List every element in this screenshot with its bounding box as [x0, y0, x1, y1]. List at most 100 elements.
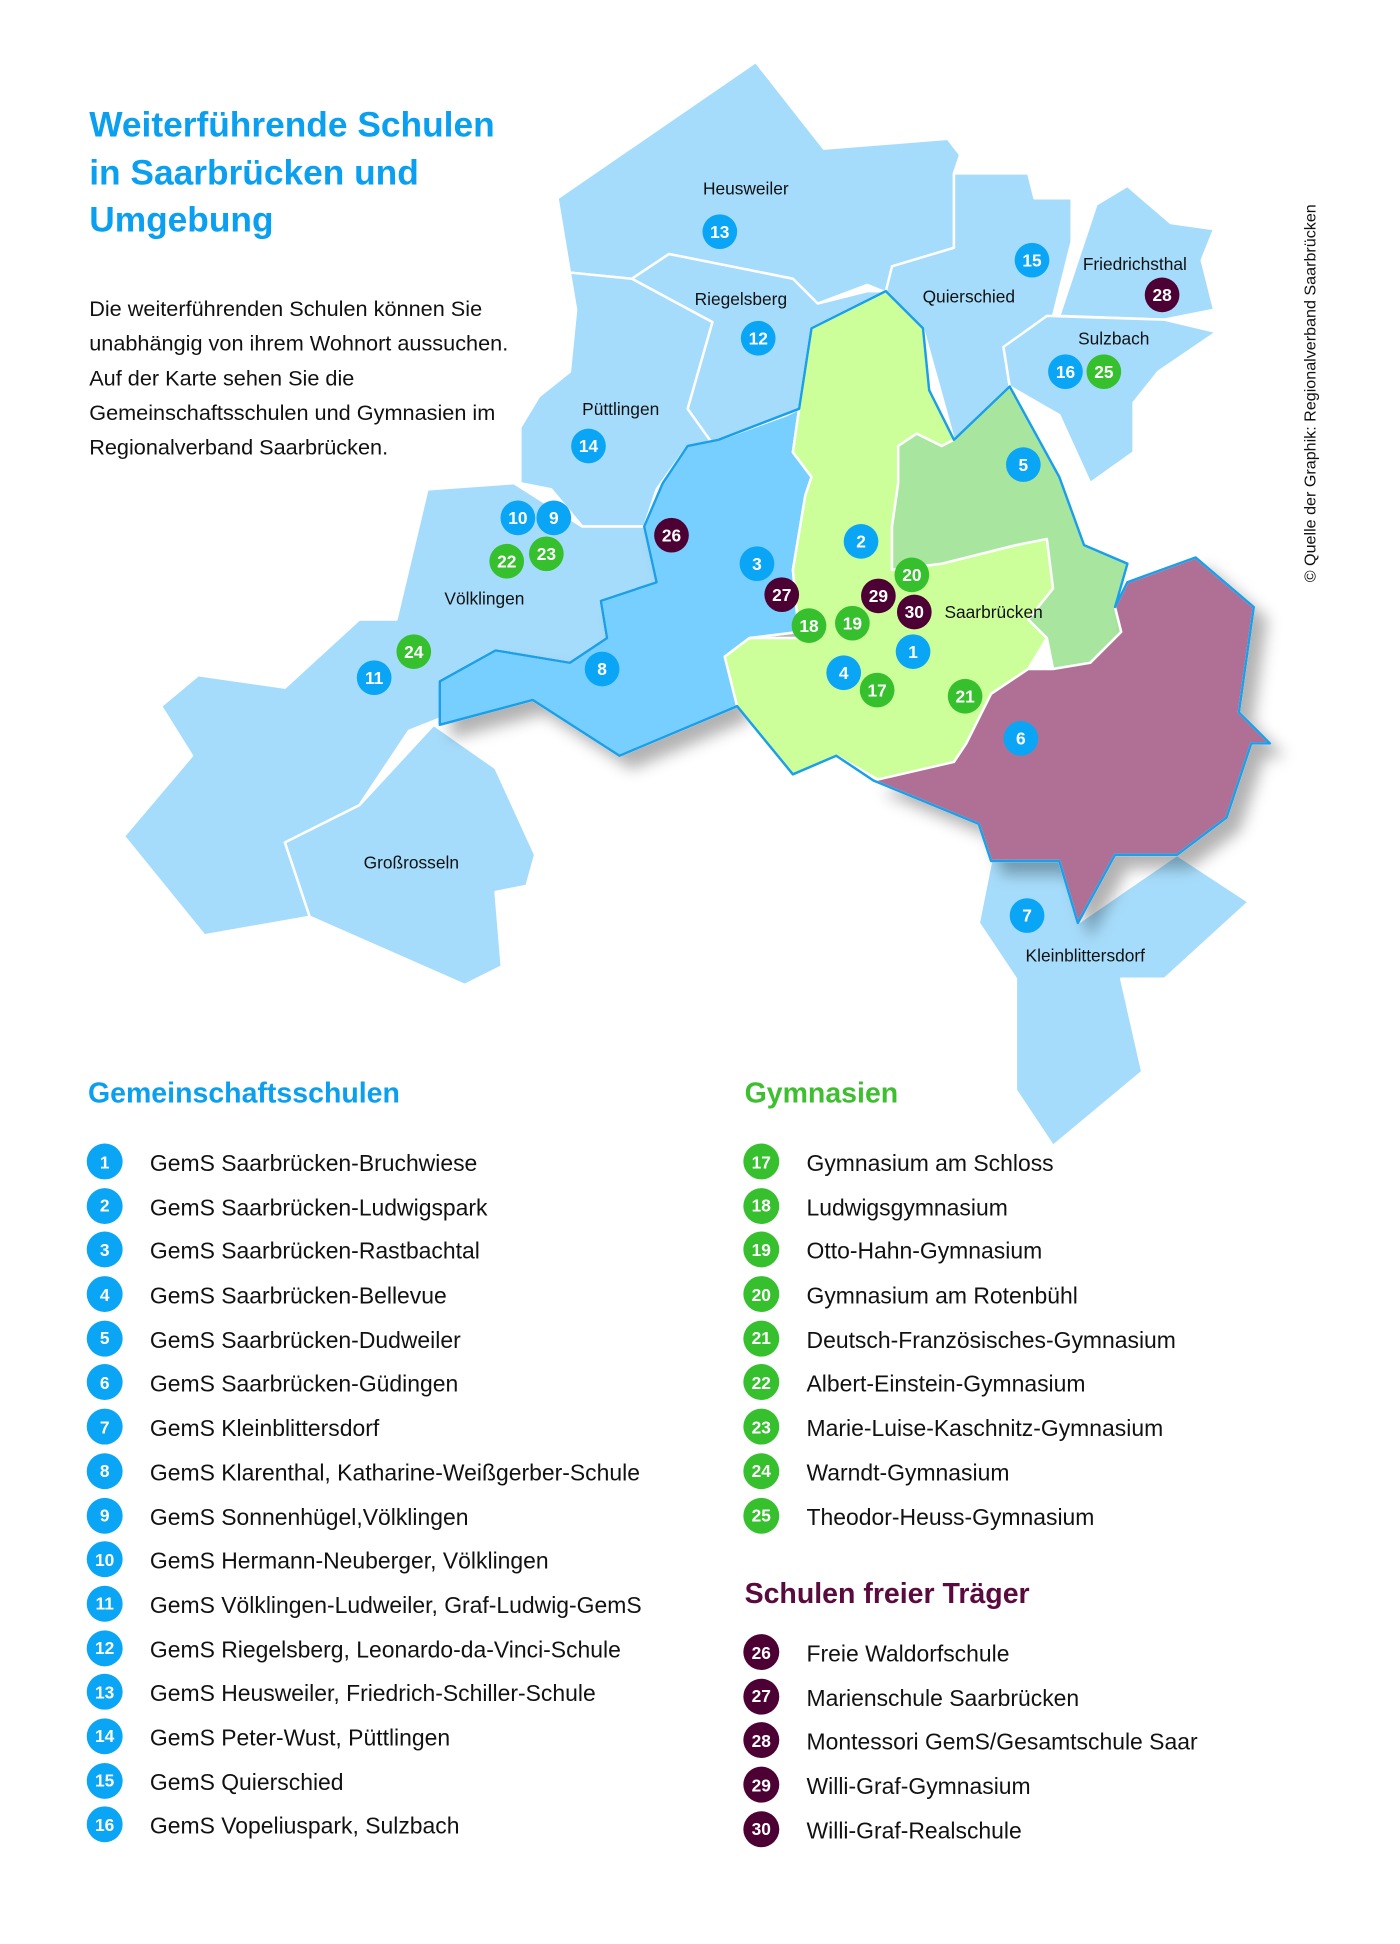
marker-circle: [702, 214, 738, 250]
number-badge: 10: [86, 1541, 123, 1578]
number-badge: 29: [743, 1766, 780, 1803]
marker-circle: [584, 651, 620, 687]
marker-circle: [740, 320, 776, 356]
school-marker[interactable]: 9: [536, 500, 572, 536]
number-badge: 18: [743, 1187, 780, 1224]
school-marker[interactable]: 19: [835, 605, 870, 641]
marker-number: 2: [856, 532, 866, 552]
school-marker[interactable]: 12: [740, 320, 776, 356]
number-badge: 12: [86, 1629, 123, 1666]
map-label: Quierschied: [923, 286, 1015, 306]
marker-circle: [1144, 277, 1180, 313]
school-name: Willi-Graf-Realschule: [806, 1817, 1022, 1844]
school-marker[interactable]: 4: [826, 655, 862, 691]
school-marker[interactable]: 11: [356, 660, 392, 696]
marker-circle: [764, 577, 800, 613]
school-marker[interactable]: 8: [584, 651, 620, 687]
school-marker[interactable]: 15: [1014, 242, 1050, 278]
number-badge: 17: [743, 1143, 780, 1180]
school-name: GemS Völklingen-Ludweiler, Graf-Ludwig-G…: [149, 1591, 642, 1618]
school-marker[interactable]: 21: [947, 678, 983, 714]
marker-circle: [500, 500, 536, 536]
marker-number: 16: [1056, 362, 1076, 382]
map-label: Sulzbach: [1078, 328, 1149, 348]
title-line: Umgebung: [89, 200, 274, 241]
marker-number: 17: [868, 680, 887, 700]
number-badge: 21: [743, 1320, 780, 1357]
school-name: Freie Waldorfschule: [806, 1640, 1010, 1667]
school-marker[interactable]: 27: [764, 577, 800, 613]
school-marker[interactable]: 20: [894, 557, 930, 593]
school-name: Warndt-Gymnasium: [806, 1459, 1010, 1486]
school-marker[interactable]: 13: [702, 214, 738, 250]
school-marker[interactable]: 24: [396, 634, 432, 670]
number-badge: 25: [743, 1497, 780, 1534]
marker-circle: [1003, 721, 1039, 756]
number-badge: 11: [86, 1585, 123, 1622]
marker-circle: [356, 660, 392, 696]
school-marker[interactable]: 3: [739, 546, 775, 582]
marker-number: 3: [752, 554, 762, 574]
number-badge: 4: [86, 1276, 123, 1313]
school-name: Montessori GemS/Gesamtschule Saar: [806, 1728, 1198, 1755]
school-marker[interactable]: 16: [1048, 354, 1083, 390]
school-marker[interactable]: 14: [571, 428, 606, 464]
number-badge: 7: [86, 1408, 123, 1445]
marker-number: 27: [772, 585, 791, 605]
marker-circle: [571, 428, 606, 464]
school-marker[interactable]: 23: [529, 536, 564, 572]
number-badge: 14: [86, 1718, 123, 1755]
heading-gemeinschaftsschulen: Gemeinschaftsschulen: [87, 1076, 400, 1109]
marker-number: 10: [508, 508, 527, 528]
school-name: Deutsch-Französisches-Gymnasium: [806, 1326, 1176, 1353]
school-name: GemS Klarenthal, Katharine-Weißgerber-Sc…: [149, 1459, 640, 1486]
marker-circle: [529, 536, 564, 572]
marker-circle: [843, 524, 879, 559]
marker-number: 20: [902, 565, 921, 585]
number-badge: 6: [86, 1364, 123, 1401]
school-name: Albert-Einstein-Gymnasium: [806, 1370, 1086, 1397]
marker-number: 12: [749, 328, 768, 348]
title-line: in Saarbrücken und: [89, 153, 419, 193]
school-marker[interactable]: 10: [500, 500, 536, 536]
region-map: Heusweiler Riegelsberg Quierschied Friedric…: [122, 60, 1272, 1148]
marker-circle: [894, 557, 930, 593]
school-name: Ludwigsgymnasium: [806, 1193, 1008, 1220]
region-grossrosseln: [283, 723, 537, 987]
marker-circle: [654, 517, 689, 553]
school-name: Marie-Luise-Kaschnitz-Gymnasium: [806, 1414, 1164, 1441]
school-marker[interactable]: 5: [1005, 447, 1041, 482]
number-badge: 5: [86, 1320, 123, 1357]
number-badge: 9: [86, 1497, 123, 1534]
school-marker[interactable]: 25: [1086, 354, 1122, 390]
marker-circle: [739, 546, 775, 582]
school-marker[interactable]: 7: [1009, 898, 1045, 933]
map-label: Friedrichsthal: [1083, 254, 1187, 274]
school-marker[interactable]: 26: [654, 517, 689, 553]
marker-circle: [1048, 354, 1083, 390]
school-marker[interactable]: 29: [861, 578, 896, 614]
school-marker[interactable]: 28: [1144, 277, 1180, 313]
heading-gymnasien: Gymnasien: [744, 1076, 899, 1109]
school-name: GemS Vopeliuspark, Sulzbach: [149, 1812, 460, 1839]
number-badge: 8: [86, 1452, 123, 1489]
map-label: Völklingen: [444, 589, 524, 609]
marker-number: 21: [955, 686, 975, 706]
school-marker[interactable]: 6: [1003, 721, 1039, 756]
school-marker[interactable]: 22: [489, 543, 525, 579]
school-marker[interactable]: 2: [843, 524, 879, 559]
school-marker[interactable]: 1: [895, 634, 931, 670]
school-name: GemS Saarbrücken-Bellevue: [149, 1282, 447, 1309]
marker-number: 8: [597, 659, 607, 679]
marker-circle: [791, 608, 827, 643]
intro-text: Die weiterführenden Schulen können Sie u…: [89, 296, 509, 460]
marker-number: 9: [549, 508, 559, 528]
school-marker[interactable]: 30: [896, 594, 932, 630]
marker-number: 15: [1022, 250, 1042, 270]
school-marker[interactable]: 17: [859, 672, 895, 708]
number-badge: 15: [86, 1762, 123, 1799]
school-name: GemS Saarbrücken-Güdingen: [149, 1370, 459, 1397]
marker-number: 13: [710, 222, 730, 242]
school-marker[interactable]: 18: [791, 608, 827, 643]
